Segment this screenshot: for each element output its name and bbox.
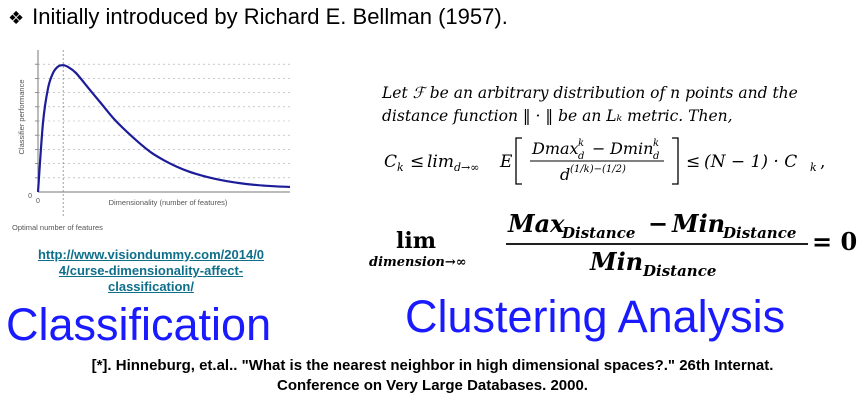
formula2-min-sub: Distance <box>722 224 796 242</box>
formula2-lim-sub: dimension→∞ <box>369 255 467 270</box>
formula1-denominator: d <box>560 165 570 184</box>
formula2-denominator: Min <box>589 247 643 276</box>
classifier-performance-chart: 0 0 Dimensionality (number of features) … <box>12 50 291 232</box>
clustering-label: Clustering Analysis <box>405 291 786 342</box>
formula1-denominator-sup: (1/k)−(1/2) <box>570 164 626 175</box>
formula1-rhs-end: , <box>820 152 825 172</box>
citation-line-2: Conference on Very Large Databases. 2000… <box>277 377 588 394</box>
formula1-dmax-sup: k <box>578 138 584 149</box>
performance-curve <box>36 64 291 193</box>
citation: [*]. Hinneburg, et.al.. "What is the nea… <box>0 356 865 396</box>
header-line: ❖ Initially introduced by Richard E. Bell… <box>8 4 508 30</box>
formula2-equals-zero: = 0 <box>812 227 857 256</box>
x-origin-label: 0 <box>36 198 40 205</box>
bound-formula: C k ≤ lim d→∞ E Dmax k d − Dmin k d d (1… <box>384 137 825 185</box>
x-axis-label: Dimensionality (number of features) <box>109 198 228 207</box>
formula1-dmin-sub: d <box>653 151 659 162</box>
formula1-rhs-sub: k <box>810 161 817 174</box>
formula1-dmax-sub: d <box>578 151 584 162</box>
limit-formula: lim dimension→∞ Max Distance − Min Dista… <box>369 209 857 280</box>
formula1-leq-2: ≤ <box>686 152 700 172</box>
formula1-lhs: C <box>384 152 397 172</box>
formula1-lim-sub: d→∞ <box>454 161 479 174</box>
theorem-line-1: Let ℱ be an arbitrary distribution of n … <box>382 84 798 102</box>
optimal-features-label: Optimal number of features <box>12 223 103 232</box>
four-diamond-bullet-icon: ❖ <box>8 8 25 29</box>
formula1-dmin: Dmin <box>609 139 653 158</box>
source-link-line-2[interactable]: 4/curse-dimensionality-affect- <box>58 263 244 278</box>
formula2-denominator-sub: Distance <box>642 262 716 280</box>
formula2-max-sub: Distance <box>561 224 635 242</box>
formula1-minus: − <box>592 139 605 158</box>
formula1-leq-1: ≤ <box>410 152 424 172</box>
chart-grid <box>35 63 290 179</box>
theorem-line-2: distance function ‖ · ‖ be an Lₖ metric.… <box>382 107 733 125</box>
citation-line-1: [*]. Hinneburg, et.al.. "What is the nea… <box>91 357 774 374</box>
source-link-line-1[interactable]: http://www.visiondummy.com/2014/0 <box>37 247 265 262</box>
formula2-min: Min <box>671 209 725 238</box>
formula2-minus: − <box>648 209 668 238</box>
theorem-statement: Let ℱ be an arbitrary distribution of n … <box>382 82 852 128</box>
source-link-line-3[interactable]: classification/ <box>108 279 194 294</box>
header-text: Initially introduced by Richard E. Bellm… <box>32 4 508 29</box>
formula1-dmin-sup: k <box>653 138 659 149</box>
formula1-expectation: E <box>499 152 513 172</box>
y-axis-label: Classifier performance <box>17 79 26 154</box>
classification-label: Classification <box>6 299 272 350</box>
formula1-rhs: (N − 1) · C <box>704 152 797 172</box>
source-link[interactable]: http://www.visiondummy.com/2014/0 4/curs… <box>12 247 290 295</box>
formula1-lhs-sub: k <box>397 161 404 174</box>
formula2-lim: lim <box>396 228 436 254</box>
formula1-dmax: Dmax <box>531 139 579 158</box>
formula1-left-bracket <box>515 137 522 185</box>
formula2-max: Max <box>507 209 565 238</box>
y-origin-label: 0 <box>28 193 32 200</box>
formula1-right-bracket <box>672 137 679 185</box>
formula1-lim: lim <box>427 152 454 172</box>
